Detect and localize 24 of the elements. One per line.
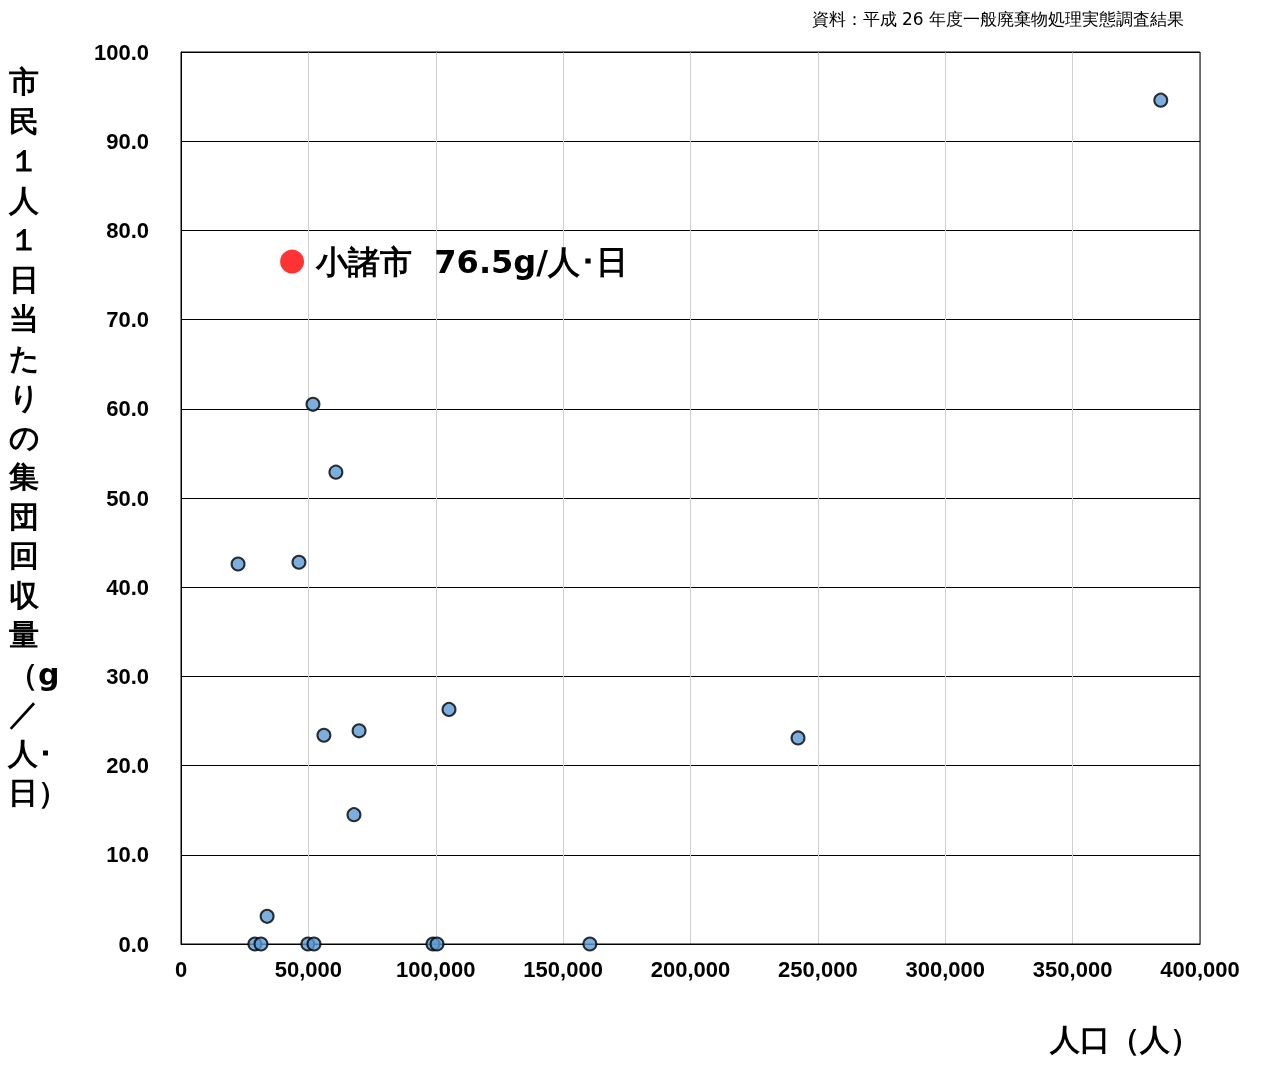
x-tick-label: 400,000	[1160, 956, 1240, 982]
text: 資料：平成 26 年度一般廃棄物処理実態調査結果	[811, 8, 1184, 31]
x-tick-label: 0	[174, 956, 188, 982]
x-tick-label: 100,000	[395, 956, 476, 982]
y-tick-label: 70.0	[106, 307, 149, 333]
x-tick-label: 150,000	[523, 956, 603, 982]
annotation: 小諸市 76.5g/人･日	[315, 242, 628, 281]
y-tick-label: 30.0	[106, 663, 149, 689]
y-tick-label: 90.0	[106, 128, 149, 154]
y-tick-label: 80.0	[106, 217, 149, 243]
text: 市民１人１日当たりの集団回収量（g／人･日）	[8, 64, 68, 810]
x-tick-label: 50,000	[274, 956, 343, 982]
x-tick-label: 300,000	[905, 956, 986, 982]
x-axis-title: 人口（人）	[1049, 1022, 1200, 1056]
y-tick-label: 40.0	[106, 574, 149, 600]
x-tick-label: 250,000	[778, 956, 858, 982]
y-tick-label: 100.0	[93, 39, 149, 65]
y-tick-label: 60.0	[106, 396, 149, 422]
y-tick-label: 50.0	[106, 485, 149, 511]
y-tick-label: 20.0	[106, 753, 149, 779]
x-tick-label: 200,000	[650, 956, 731, 982]
x-tick-label: 350,000	[1032, 956, 1113, 982]
y-tick-label: 0.0	[118, 931, 149, 957]
y-tick-label: 10.0	[106, 842, 149, 868]
